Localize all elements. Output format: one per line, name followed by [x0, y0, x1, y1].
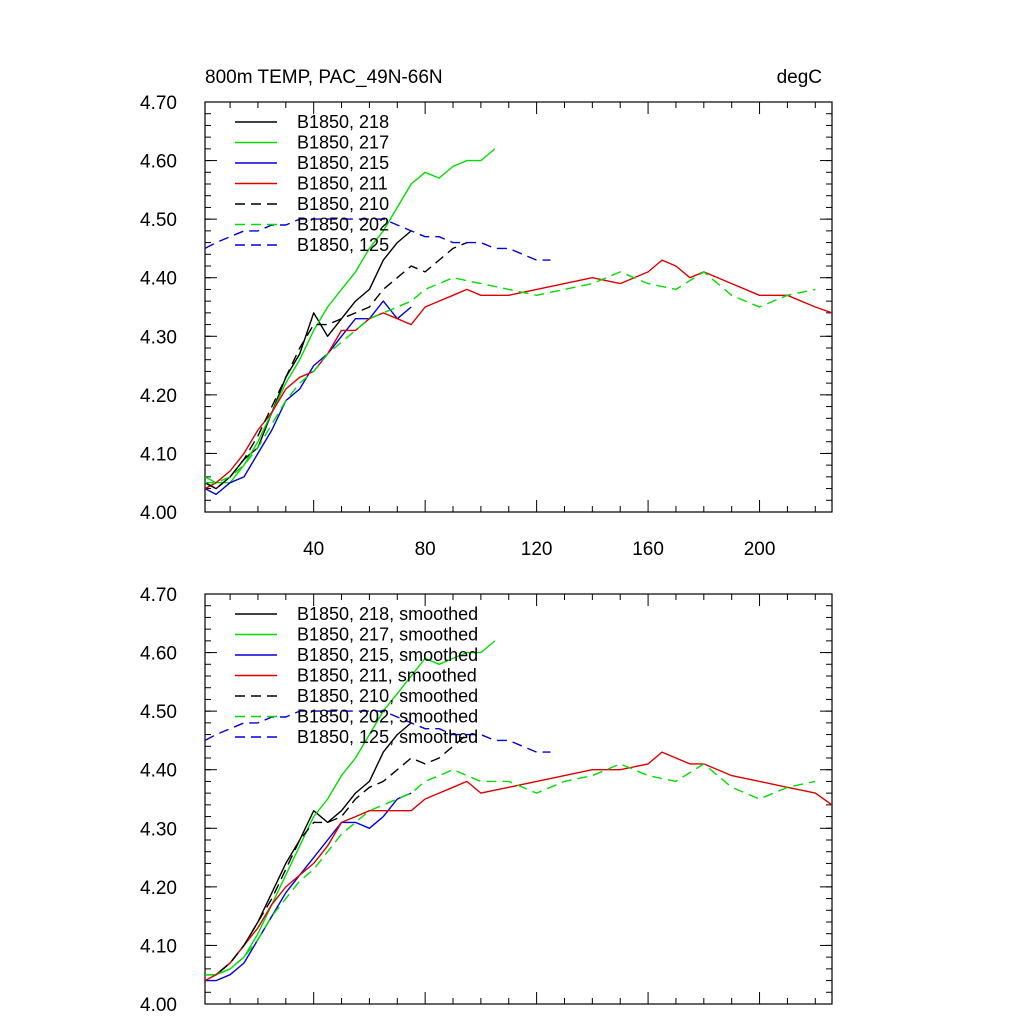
legend-label: B1850, 218, smoothed — [297, 604, 478, 624]
legend-label: B1850, 125 — [297, 235, 389, 255]
y-tick-label: 4.60 — [140, 644, 177, 665]
y-tick-label: 4.40 — [140, 269, 177, 290]
series-line-3 — [205, 751, 832, 982]
x-tick-label: 80 — [415, 539, 436, 560]
y-tick-label: 4.10 — [140, 936, 177, 957]
plot-frame — [204, 101, 833, 513]
legend-label: B1850, 217, smoothed — [297, 625, 478, 645]
bottom-panel: 4.00 4.10 4.20 4.30 4.40 4.50 4.60 4.70 B1850, 2… — [140, 585, 833, 1016]
y-tick-label: 4.50 — [140, 210, 177, 231]
legend-label: B1850, 215, smoothed — [297, 645, 478, 665]
y-tick-label: 4.60 — [140, 152, 177, 173]
chart-title: 800m TEMP, PAC_49N-66N — [205, 67, 443, 88]
chart-units: degC — [777, 67, 822, 88]
y-tick-label: 4.30 — [140, 819, 177, 840]
x-tick-label: 160 — [632, 539, 664, 560]
legend-label: B1850, 211, smoothed — [297, 666, 477, 686]
legend-label: B1850, 125, smoothed — [297, 727, 478, 747]
series-line-0 — [205, 722, 412, 976]
y-tick-label: 4.00 — [140, 503, 177, 524]
series-line-2 — [205, 792, 412, 982]
series-line-0 — [205, 230, 412, 490]
legend-label: B1850, 217 — [297, 133, 389, 153]
x-tick-label: 40 — [303, 539, 324, 560]
series-line-5 — [205, 763, 816, 976]
x-tick-label: 200 — [744, 539, 776, 560]
series-line-4 — [205, 241, 468, 490]
y-tick-label: 4.20 — [140, 878, 177, 899]
legend-label: B1850, 210, smoothed — [297, 686, 478, 706]
series-line-5 — [205, 271, 816, 484]
series-line-6 — [205, 218, 551, 261]
y-tick-label: 4.40 — [140, 761, 177, 782]
y-tick-label: 4.50 — [140, 702, 177, 723]
legend-label: B1850, 218 — [297, 112, 389, 132]
y-tick-label: 4.70 — [140, 93, 177, 114]
legend-label: B1850, 202, smoothed — [297, 707, 478, 727]
y-tick-label: 4.00 — [140, 995, 177, 1016]
y-tick-label: 4.70 — [140, 585, 177, 606]
y-tick-label: 4.10 — [140, 444, 177, 465]
series-line-6 — [205, 710, 551, 753]
series-line-1 — [205, 640, 496, 976]
plot-frame — [204, 593, 833, 1005]
y-tick-label: 4.30 — [140, 327, 177, 348]
legend-label: B1850, 202 — [297, 215, 389, 235]
legend-label: B1850, 211 — [297, 174, 388, 194]
series-line-1 — [205, 148, 496, 484]
top-panel: 4.00 4.10 4.20 4.30 4.40 4.50 4.60 4.70 40 80 120 1… — [140, 67, 833, 560]
y-tick-label: 4.20 — [140, 386, 177, 407]
series-line-4 — [205, 734, 468, 976]
x-tick-label: 120 — [521, 539, 553, 560]
series-line-3 — [205, 259, 832, 490]
legend-label: B1850, 215 — [297, 153, 389, 173]
legend-label: B1850, 210 — [297, 194, 389, 214]
